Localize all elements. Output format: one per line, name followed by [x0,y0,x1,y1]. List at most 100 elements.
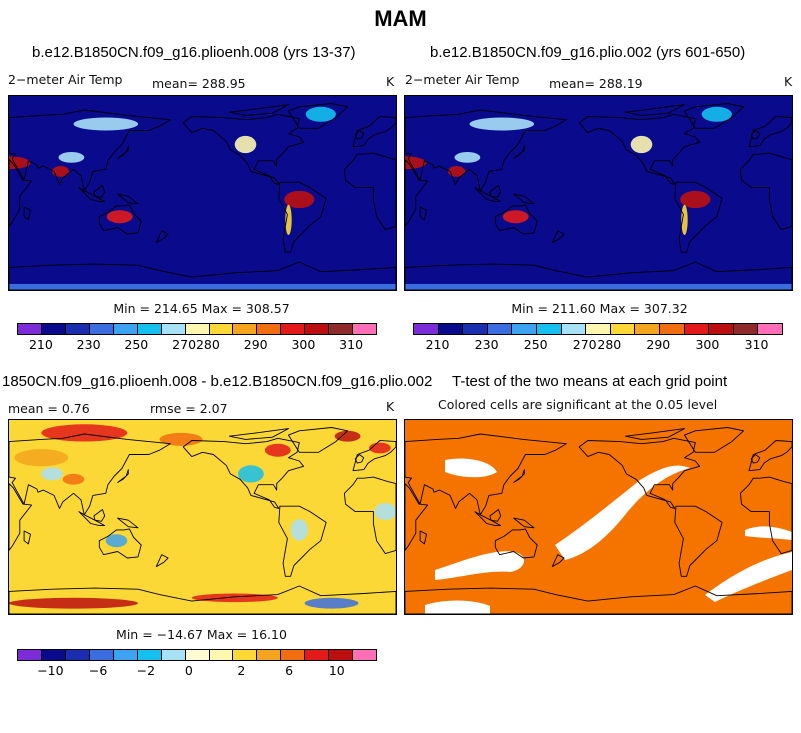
land-ng [513,517,535,529]
colorbar-tick-label: 2 [237,663,246,678]
land-samerica [674,181,723,253]
colorbar-swatch [709,324,734,334]
colorbar-swatch [89,324,114,334]
colorbar-tick-label: 250 [124,337,149,352]
insignificant-antarctic [425,600,490,614]
colorbar-swatch [65,650,90,660]
colorbar-swatch [305,324,330,334]
land-arctic_isl [624,428,685,440]
lat-band [9,577,396,582]
colorbar-swatch [281,324,306,334]
colorbar-swatch [233,650,258,660]
land-uk [354,130,365,140]
australia-heat [106,210,133,224]
lat-band [9,441,396,445]
coastlines [405,103,792,290]
colorbar-tick-label: −10 [37,663,64,678]
lat-band [9,544,396,548]
lat-band [9,517,396,521]
lat-band [9,105,396,109]
significance-map [405,420,792,614]
temperature-bands [405,96,792,290]
land-uk [354,454,365,464]
land-africa_w [343,152,396,231]
colorbar-swatch [329,650,354,660]
panel-tr-title: b.e12.B1850CN.f09_g16.plio.002 (yrs 601-… [430,44,746,61]
arctic-warm-1 [41,424,128,442]
lat-band [405,111,792,115]
lat-band [9,180,396,185]
panel-bl-rmse: rmse = 2.07 [150,401,228,416]
lat-band [405,253,792,258]
panel-tl-units: K [386,74,395,89]
lat-band [9,117,396,121]
lat-band [9,541,396,545]
land-borneo [93,509,106,522]
lat-band [9,280,396,285]
lat-band [405,141,792,146]
panel-tr-minmax: Min = 211.60 Max = 307.32 [511,301,688,316]
lat-band [9,147,396,152]
lat-band [9,150,396,155]
colorbar-tick-label: −2 [136,663,156,678]
land-uk [750,130,761,140]
lat-band [9,271,396,276]
land-japan [117,469,129,483]
amazon-heat [284,190,315,209]
lat-band [405,280,792,285]
siberia-cold [469,117,535,131]
lat-band [9,259,396,264]
colorbar-swatch [161,650,186,660]
colorbar-swatch [758,324,782,334]
land-madagascar [419,206,427,221]
lat-band [405,129,792,133]
colorbar-tick-label: 310 [744,337,769,352]
colorbar-tick-label: 6 [285,663,294,678]
land-ng [513,193,535,205]
lat-band [9,283,396,288]
colorbar-swatch [353,324,377,334]
land-indonesia [474,511,502,527]
colorbar-swatch [41,650,66,660]
land-samerica [278,181,327,253]
land-africa_w [739,476,792,555]
land-africa [9,483,33,551]
antarctic-warm-1 [9,597,138,609]
lat-band [405,262,792,267]
amazon-heat [680,190,711,209]
lat-band [9,129,396,133]
lat-band [405,256,792,261]
lat-band [9,583,396,588]
lat-band [9,565,396,570]
colorbar-tick-label: 310 [339,337,364,352]
lat-band [9,229,396,234]
lat-band [9,501,396,506]
panel-tl-title: b.e12.B1850CN.f09_g16.plioenh.008 (yrs 1… [32,44,356,61]
lat-band [9,193,396,197]
lat-band [9,232,396,237]
lat-band [9,592,396,597]
colorbar-swatch [733,324,759,334]
land-japan [513,469,525,483]
panel-tl-mean: mean= 288.95 [152,76,246,91]
lat-band [405,265,792,270]
andes-cold [285,204,292,235]
colorbar-swatch [41,324,66,334]
colorbar-swatch [89,650,114,660]
siberia-cold [73,117,139,131]
land-australia [494,528,538,559]
australia-heat [502,210,529,224]
colorbar-tl [17,323,377,335]
colorbar-tr [413,323,783,335]
eurasia-warm [14,449,69,467]
lat-band [9,604,396,609]
greenland-sea-warm [334,430,361,442]
lat-band [405,250,792,255]
colorbar-swatch [463,324,488,334]
australia-cool [105,534,128,548]
africa-cool [374,503,396,521]
colorbar-swatch [185,650,210,660]
colorbar-tick-label: 0 [184,663,193,678]
lat-band [405,277,792,282]
lat-band [9,144,396,149]
